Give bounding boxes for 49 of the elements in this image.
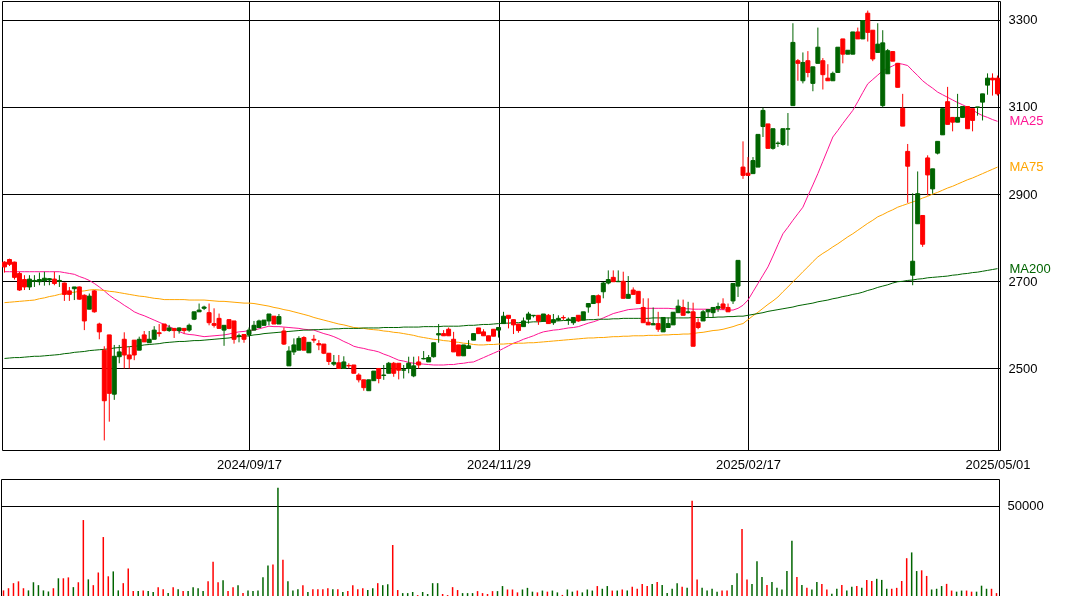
candlestick: [965, 105, 971, 130]
candlestick: [860, 20, 866, 40]
candlestick: [905, 143, 911, 204]
candlestick: [900, 93, 906, 127]
y-tick-label: 50000: [1007, 498, 1044, 514]
candlestick: [625, 275, 631, 299]
candlestick: [810, 66, 816, 92]
y-tick-label: 3300: [1008, 12, 1038, 28]
y-tick-label: 2700: [1008, 273, 1038, 289]
candlestick: [985, 72, 991, 96]
y-tick-label: 2500: [1008, 360, 1038, 376]
candlestick: [181, 327, 187, 335]
candlestick: [620, 271, 626, 299]
candlestick: [176, 327, 182, 335]
candlestick: [895, 62, 901, 88]
candlestick: [800, 51, 806, 84]
x-tick-label: 2024/09/17: [216, 456, 283, 472]
candlestick: [685, 301, 691, 315]
candlestick: [91, 289, 97, 314]
candlestick: [805, 50, 811, 78]
candlestick: [451, 331, 457, 353]
candlestick: [650, 306, 656, 326]
candlestick: [655, 311, 661, 333]
candlestick: [236, 333, 242, 343]
series-label: MA75: [1009, 159, 1044, 175]
series-label: MA200: [1009, 260, 1051, 276]
candlestick: [795, 58, 801, 82]
candlestick: [645, 297, 651, 326]
candlestick: [221, 324, 227, 347]
candlestick: [945, 86, 951, 125]
candlestick: [840, 38, 846, 64]
candlestick: [820, 57, 826, 90]
candlestick: [595, 293, 601, 317]
x-tick-label: 2025/05/01: [965, 456, 1031, 472]
candlestick: [955, 93, 961, 123]
candlestick: [930, 168, 936, 195]
candlestick: [990, 72, 996, 97]
candlestick: [206, 303, 212, 326]
y-tick-label: 2900: [1008, 186, 1038, 202]
series-label: MA25: [1009, 113, 1044, 129]
candlestick: [436, 323, 442, 344]
candlestick: [815, 27, 821, 64]
candlestick: [925, 154, 931, 196]
x-tick-label: 2024/11/29: [466, 456, 532, 472]
candlestick: [980, 93, 986, 121]
y-tick-label: 3100: [1008, 99, 1038, 115]
candlestick: [770, 128, 776, 151]
candlestick: [131, 339, 137, 361]
x-tick-label: 2025/02/17: [715, 456, 782, 472]
